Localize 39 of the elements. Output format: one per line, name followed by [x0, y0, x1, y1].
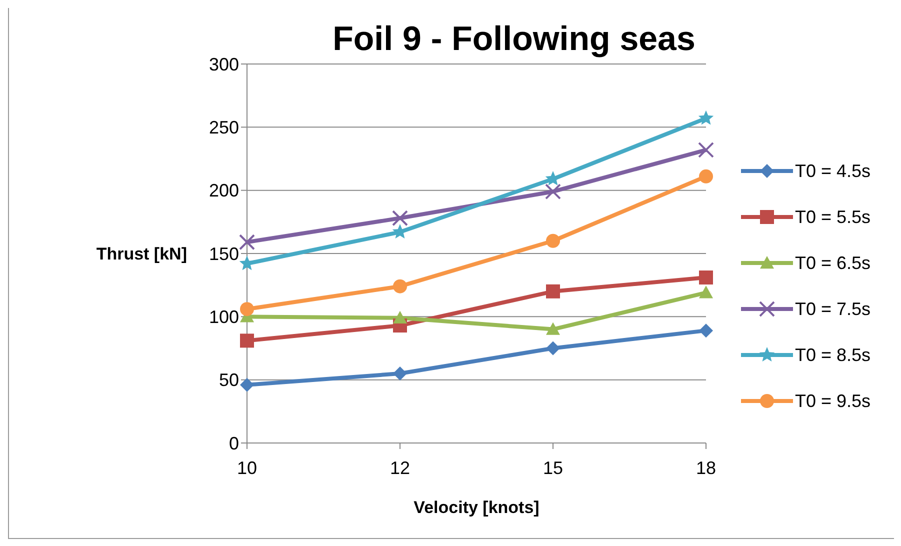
y-tick-label: 150 — [208, 244, 239, 264]
y-tick-label: 0 — [228, 433, 239, 454]
legend-label: T0 = 7.5s — [795, 298, 871, 320]
point — [546, 284, 560, 298]
point — [699, 324, 713, 338]
point — [393, 310, 407, 324]
point — [546, 322, 560, 335]
chart-title: Foil 9 - Following seas — [332, 20, 696, 59]
x-tick-label: 15 — [542, 458, 564, 478]
point — [240, 334, 254, 348]
point — [546, 234, 560, 248]
x-tick-label: 10 — [236, 458, 258, 478]
y-axis-title: Thrust [kN] — [96, 244, 187, 264]
legend-label: T0 = 9.5s — [795, 390, 871, 412]
point — [240, 378, 254, 392]
point — [698, 110, 714, 125]
point — [699, 286, 713, 298]
legend-label: T0 = 8.5s — [795, 344, 871, 366]
point — [393, 279, 407, 294]
point — [545, 184, 561, 200]
x-axis-title: Velocity [knots] — [412, 498, 540, 518]
legend-label: T0 = 5.5s — [795, 206, 871, 228]
legend-label: T0 = 6.5s — [795, 252, 871, 274]
point — [240, 302, 254, 316]
y-tick-label: 300 — [208, 54, 239, 74]
point — [546, 341, 560, 356]
point — [699, 270, 713, 285]
y-tick-label: 100 — [208, 307, 239, 328]
point — [699, 169, 713, 184]
y-tick-label: 50 — [218, 370, 239, 390]
x-tick-label: 18 — [696, 458, 716, 478]
y-tick-label: 200 — [208, 180, 239, 201]
point — [239, 234, 255, 250]
y-tick-label: 250 — [208, 118, 239, 138]
legend-label: T0 = 4.5s — [795, 160, 871, 182]
x-tick-label: 12 — [390, 458, 410, 478]
point — [392, 210, 408, 226]
point — [393, 366, 407, 381]
point — [698, 142, 714, 158]
